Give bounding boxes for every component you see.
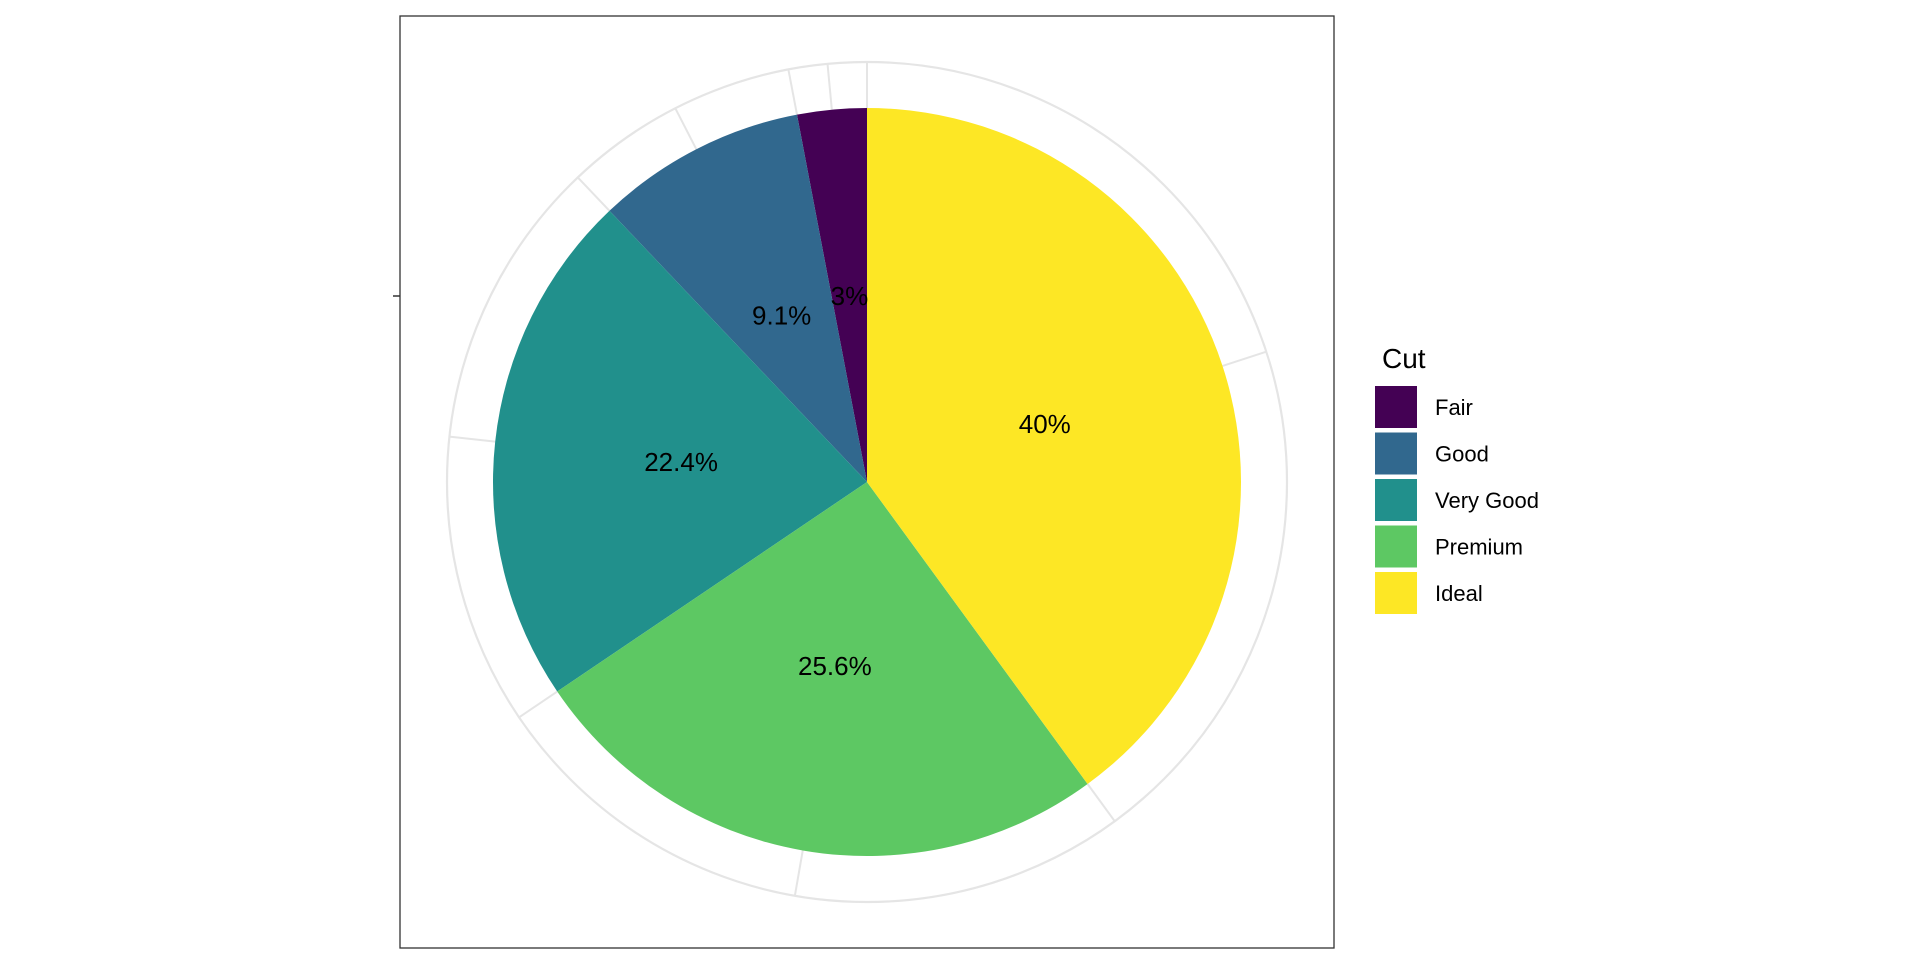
legend-label: Premium	[1435, 535, 1523, 560]
grid-spoke	[674, 107, 698, 150]
legend-key	[1375, 572, 1417, 614]
legend-key	[1375, 386, 1417, 428]
legend-label: Fair	[1435, 395, 1473, 420]
pie-slice-premium	[557, 482, 1088, 857]
slice-label: 40%	[1019, 409, 1071, 439]
legend-key	[1375, 479, 1417, 521]
legend-title: Cut	[1382, 343, 1426, 374]
pie-slice-ideal	[867, 108, 1241, 785]
grid-spoke	[787, 69, 798, 115]
legend-key	[1375, 432, 1417, 475]
slice-label: 25.6%	[798, 651, 872, 681]
grid-spoke	[449, 435, 496, 443]
polar-grid	[445, 60, 1289, 904]
legend-label: Ideal	[1435, 581, 1483, 606]
legend-label: Very Good	[1435, 488, 1539, 513]
legend-items: Fair Good Very Good Premium Ideal	[1375, 386, 1539, 614]
grid-spoke	[518, 690, 558, 719]
slice-label: 9.1%	[752, 301, 811, 331]
slice-label: 22.4%	[644, 447, 718, 477]
grid-spoke	[1222, 350, 1267, 367]
grid-spoke	[1086, 783, 1116, 822]
pie-slice-very-good	[492, 210, 867, 692]
grid-spoke	[826, 63, 833, 110]
slice-label: 3%	[831, 281, 869, 311]
grid-spoke	[577, 176, 611, 212]
slice-labels: 3% 9.1% 22.4% 25.6% 40%	[644, 281, 1071, 681]
pie-slice-fair	[796, 108, 867, 482]
legend: Cut Fair Good Very Good Premium Ideal	[1375, 343, 1539, 614]
grid-spoke	[793, 850, 804, 896]
pie-slices	[492, 108, 1241, 857]
legend-label: Good	[1435, 442, 1489, 467]
legend-key	[1375, 525, 1417, 568]
pie-slice-good	[609, 114, 867, 482]
